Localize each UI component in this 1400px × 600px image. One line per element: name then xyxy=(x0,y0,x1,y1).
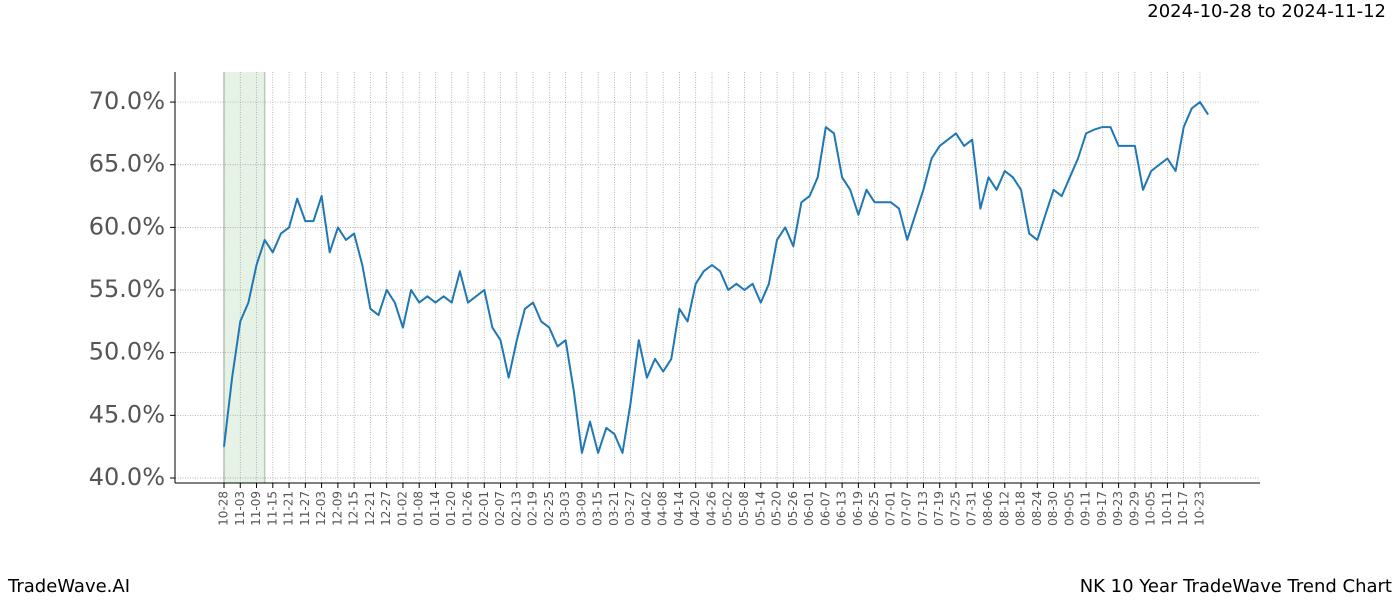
x-tick-label: 09-11 xyxy=(1079,491,1093,526)
x-tick-label: 02-01 xyxy=(477,491,491,526)
x-tick-label: 03-15 xyxy=(591,491,605,526)
x-tick-label: 08-06 xyxy=(981,491,995,526)
x-tick-label: 10-17 xyxy=(1176,491,1190,526)
x-tick-label: 07-01 xyxy=(883,491,897,526)
x-tick-label: 02-25 xyxy=(542,491,556,526)
x-tick-label: 05-08 xyxy=(737,491,751,526)
x-tick-label: 12-21 xyxy=(363,491,377,526)
trend-line xyxy=(223,101,1209,454)
x-tick-label: 02-13 xyxy=(509,491,523,526)
x-tick-label: 07-07 xyxy=(900,491,914,526)
x-tick-label: 11-15 xyxy=(265,491,279,526)
x-tick-label: 01-26 xyxy=(460,491,474,526)
x-tick-label: 03-27 xyxy=(623,491,637,526)
x-tick-label: 01-14 xyxy=(428,491,442,526)
x-tick-label: 03-09 xyxy=(574,491,588,526)
y-tick-label: 45.0% xyxy=(89,400,165,428)
x-tick-label: 01-08 xyxy=(412,491,426,526)
x-tick-label: 09-17 xyxy=(1095,491,1109,526)
x-tick-label: 02-07 xyxy=(493,491,507,526)
x-tick-label: 03-03 xyxy=(558,491,572,526)
x-tick-label: 12-27 xyxy=(379,491,393,526)
x-tick-label: 07-13 xyxy=(916,491,930,526)
date-range: 2024-10-28 to 2024-11-12 xyxy=(1147,1,1386,22)
x-tick-label: 12-15 xyxy=(347,491,361,526)
x-tick-label: 10-28 xyxy=(217,491,231,526)
x-tick-label: 06-19 xyxy=(851,491,865,526)
x-tick-label: 04-20 xyxy=(688,491,702,526)
chart-title: NK 10 Year TradeWave Trend Chart xyxy=(1080,576,1392,597)
brand: TradeWave.AI xyxy=(7,576,130,597)
x-tick-label: 08-12 xyxy=(997,491,1011,526)
x-tick-label: 09-05 xyxy=(1062,491,1076,526)
x-tick-label: 08-30 xyxy=(1046,491,1060,526)
x-tick-label: 09-29 xyxy=(1127,491,1141,526)
x-tick-label: 04-14 xyxy=(672,491,686,526)
x-tick-label: 10-05 xyxy=(1144,491,1158,526)
x-tick-label: 07-19 xyxy=(932,491,946,526)
x-tick-label: 06-01 xyxy=(802,491,816,526)
x-tick-label: 10-23 xyxy=(1192,491,1206,526)
x-tick-label: 04-08 xyxy=(656,491,670,526)
x-tick-label: 11-09 xyxy=(249,491,263,526)
y-tick-label: 55.0% xyxy=(89,275,165,303)
x-tick-label: 05-14 xyxy=(753,491,767,526)
x-tick-label: 07-31 xyxy=(965,491,979,526)
x-tick-label: 02-19 xyxy=(526,491,540,526)
x-tick-label: 05-02 xyxy=(721,491,735,526)
x-tick-label: 06-07 xyxy=(818,491,832,526)
x-tick-label: 12-09 xyxy=(330,491,344,526)
y-tick-label: 70.0% xyxy=(89,87,165,115)
y-tick-label: 65.0% xyxy=(89,150,165,178)
x-tick-label: 11-27 xyxy=(298,491,312,526)
x-tick-label: 11-03 xyxy=(233,491,247,526)
x-tick-label: 06-13 xyxy=(835,491,849,526)
x-tick-label: 09-23 xyxy=(1111,491,1125,526)
x-tick-label: 04-26 xyxy=(704,491,718,526)
y-tick-label: 40.0% xyxy=(89,463,165,491)
x-tick-label: 08-18 xyxy=(1014,491,1028,526)
y-tick-label: 50.0% xyxy=(89,338,165,366)
x-tick-label: 03-21 xyxy=(607,491,621,526)
x-tick-label: 07-25 xyxy=(948,491,962,526)
x-tick-label: 05-20 xyxy=(770,491,784,526)
x-tick-label: 05-26 xyxy=(786,491,800,526)
highlight-band xyxy=(224,72,265,483)
y-tick-label: 60.0% xyxy=(89,212,165,240)
x-tick-label: 08-24 xyxy=(1030,491,1044,526)
x-tick-label: 04-02 xyxy=(639,491,653,526)
x-tick-label: 10-11 xyxy=(1160,491,1174,526)
x-tick-label: 01-20 xyxy=(444,491,458,526)
x-tick-label: 12-03 xyxy=(314,491,328,526)
x-tick-label: 01-02 xyxy=(395,491,409,526)
x-tick-label: 11-21 xyxy=(282,491,296,526)
x-tick-label: 06-25 xyxy=(867,491,881,526)
